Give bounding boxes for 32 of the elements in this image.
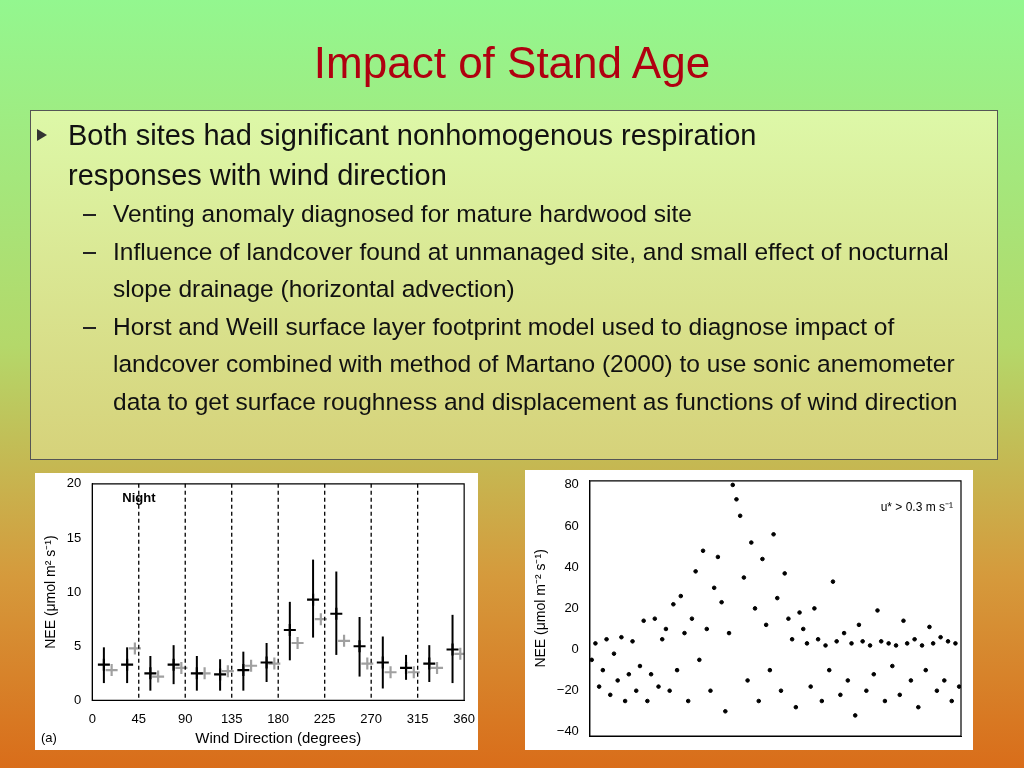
text: Both sites had significant nonhomogenous respiration responses with wind direction: [68, 119, 757, 191]
y-axis-title: NEE (μmol m² s⁻¹): [42, 535, 59, 649]
y-tick-label: 15: [66, 529, 82, 545]
text: (a): [41, 730, 57, 745]
text: Venting anomaly diagnosed for mature hardwood site: [113, 200, 692, 227]
y-tick-label: 0: [74, 691, 82, 707]
x-tick-label: 315: [406, 710, 429, 726]
text: Impact of Stand Age: [312, 38, 712, 88]
x-axis-title: Wind Direction (degrees): [195, 729, 362, 747]
y-tick-label: −20: [556, 682, 579, 698]
y-tick-label: 10: [66, 583, 82, 599]
y-axis-title: NEE (μmol m⁻² s⁻¹): [532, 549, 549, 668]
text: Influence of landcover found at unmanaged site, and small effect of nocturnal slope drainage (horizontal advection): [113, 237, 949, 302]
y-tick-label: 20: [564, 599, 579, 615]
x-tick-label: 270: [360, 710, 383, 726]
annotation: Night: [122, 489, 157, 505]
x-tick-label: 45: [131, 710, 146, 726]
x-tick-label: 135: [220, 710, 243, 726]
x-tick-label: 360: [453, 710, 476, 726]
y-tick-label: −40: [556, 723, 579, 739]
x-tick-label: 180: [267, 710, 290, 726]
y-tick-label: 60: [564, 517, 579, 533]
annotation: u* > 0.3 m s⁻¹: [880, 499, 953, 514]
x-tick-label: 225: [313, 710, 336, 726]
y-tick-label: 80: [564, 476, 579, 492]
x-tick-label: 90: [178, 710, 193, 726]
y-tick-label: 0: [571, 641, 579, 657]
y-tick-label: 5: [74, 637, 82, 653]
x-tick-label: 0: [88, 710, 96, 726]
text: Horst and Weill surface layer footprint model used to diagnose impact of landcover combined with method of Martano (2000) to use sonic anemometer data to get surface roughness and displacement as functions of wind direction: [113, 312, 958, 415]
y-tick-label: 40: [564, 558, 579, 574]
y-tick-label: 20: [66, 475, 82, 491]
